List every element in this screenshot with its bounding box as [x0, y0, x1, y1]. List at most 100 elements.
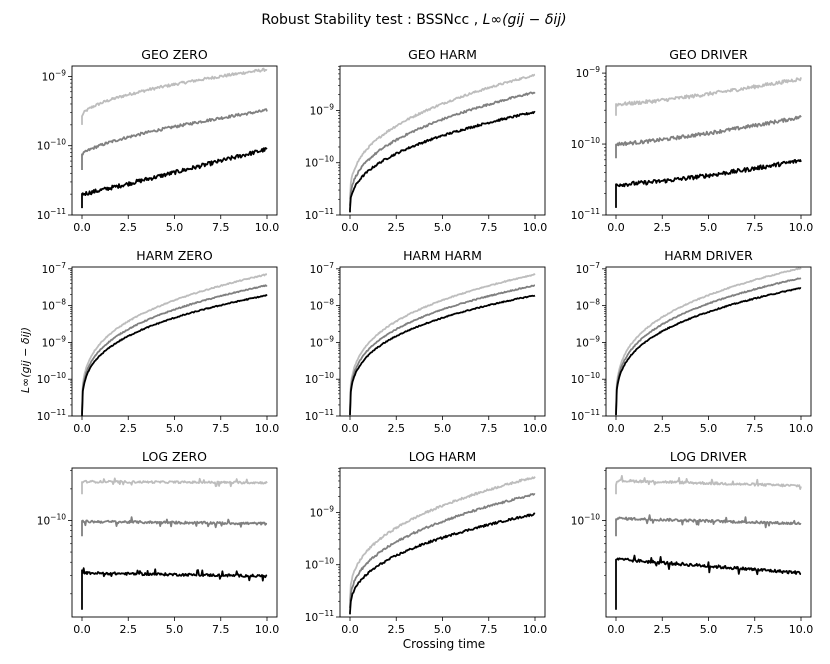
- subplot-title: HARM HARM: [403, 248, 482, 263]
- subplot: GEO HARM 0.0 2.5 5.0 7.5 10.0 10−11 10−10 10−9: [305, 47, 547, 234]
- subplot: GEO ZERO 0.0 2.5 5.0 7.5 10.0 10−11 10−10 10−9: [37, 47, 279, 234]
- series-line-light: [349, 476, 536, 602]
- x-tick-label: 5.0: [700, 422, 718, 435]
- y-tick-label: 10−7: [310, 261, 335, 276]
- y-tick-label: 10−9: [310, 102, 335, 117]
- figure-x-axis-label: Crossing time: [403, 637, 485, 651]
- axes-frame: [605, 266, 812, 417]
- y-tick-label: 10−11: [37, 408, 66, 423]
- subplot-title: GEO HARM: [408, 47, 477, 62]
- figure-title-prefix: Robust Stability test : BSSNcc ,: [261, 12, 482, 28]
- y-tick-label: 10−7: [42, 261, 67, 276]
- x-tick-label: 2.5: [654, 623, 672, 636]
- series-line-light: [81, 273, 268, 414]
- y-tick-label: 10−10: [571, 512, 600, 527]
- x-tick-label: 10.0: [789, 221, 814, 234]
- subplot-title: GEO ZERO: [141, 47, 208, 62]
- series-line-light: [349, 273, 536, 413]
- subplot: LOG DRIVER 0.0 2.5 5.0 7.5 10.0 10−10: [571, 449, 813, 636]
- series-line-light: [615, 475, 802, 495]
- x-tick-label: 2.5: [120, 221, 138, 234]
- x-tick-label: 10.0: [523, 422, 548, 435]
- x-tick-label: 0.0: [73, 623, 91, 636]
- x-tick-label: 5.0: [434, 221, 452, 234]
- y-tick-label: 10−11: [305, 609, 334, 624]
- x-tick-label: 2.5: [388, 623, 406, 636]
- y-tick-label: 10−10: [37, 371, 66, 386]
- y-tick-label: 10−9: [576, 334, 601, 349]
- y-tick-label: 10−9: [42, 334, 67, 349]
- axes-frame: [339, 467, 546, 618]
- x-tick-label: 10.0: [789, 422, 814, 435]
- subplot-title: GEO DRIVER: [669, 47, 748, 62]
- series-line-mid: [81, 284, 268, 415]
- y-tick-label: 10−8: [310, 298, 335, 313]
- series-line-mid: [615, 514, 802, 537]
- figure-y-axis-label: L∞(gij − δij): [19, 327, 32, 393]
- series-line-light: [81, 477, 268, 495]
- y-tick-label: 10−11: [305, 408, 334, 423]
- series-line-dark: [349, 110, 536, 213]
- series-line-mid: [81, 108, 268, 170]
- x-tick-label: 10.0: [523, 623, 548, 636]
- x-tick-label: 7.5: [212, 221, 230, 234]
- axes-frame: [339, 65, 546, 216]
- subplot-title: HARM ZERO: [136, 248, 213, 263]
- series-line-mid: [349, 284, 536, 415]
- subplot: HARM ZERO 0.0 2.5 5.0 7.5 10.0 10−11 10−10 10−9 1…: [37, 248, 279, 435]
- x-tick-label: 7.5: [212, 422, 230, 435]
- subplot: HARM HARM 0.0 2.5 5.0 7.5 10.0 10−11 10−10 10−9 1…: [305, 248, 547, 435]
- axes-frame: [71, 467, 278, 618]
- x-tick-label: 10.0: [255, 623, 280, 636]
- x-tick-label: 7.5: [746, 623, 764, 636]
- figure-title: Robust Stability test : BSSNcc , L∞(gij …: [261, 12, 566, 28]
- x-tick-label: 2.5: [654, 221, 672, 234]
- y-tick-label: 10−10: [305, 371, 334, 386]
- axes-frame: [71, 65, 278, 216]
- y-tick-label: 10−10: [571, 136, 600, 151]
- x-tick-label: 10.0: [255, 221, 280, 234]
- series-line-light: [81, 67, 268, 125]
- series-line-dark: [615, 287, 802, 416]
- x-tick-label: 0.0: [341, 221, 359, 234]
- y-tick-label: 10−10: [571, 371, 600, 386]
- y-tick-label: 10−11: [305, 207, 334, 222]
- series-line-dark: [81, 147, 268, 209]
- y-tick-label: 10−9: [576, 65, 601, 80]
- y-tick-label: 10−9: [310, 504, 335, 519]
- subplot-title: LOG DRIVER: [670, 449, 747, 464]
- axes-frame: [605, 65, 812, 216]
- subplot: LOG ZERO 0.0 2.5 5.0 7.5 10.0 10−10: [37, 449, 279, 636]
- x-tick-label: 0.0: [607, 422, 625, 435]
- series-line-dark: [615, 554, 802, 610]
- subplot: HARM DRIVER 0.0 2.5 5.0 7.5 10.0 10−11 10−10 10−…: [571, 248, 813, 435]
- y-tick-label: 10−9: [42, 68, 67, 83]
- x-tick-label: 5.0: [700, 221, 718, 234]
- x-tick-label: 5.0: [434, 422, 452, 435]
- x-tick-label: 0.0: [341, 422, 359, 435]
- x-tick-label: 2.5: [120, 422, 138, 435]
- x-tick-label: 7.5: [746, 221, 764, 234]
- x-tick-label: 0.0: [607, 623, 625, 636]
- x-tick-label: 2.5: [654, 422, 672, 435]
- subplot-title: LOG HARM: [409, 449, 476, 464]
- x-tick-label: 0.0: [73, 221, 91, 234]
- y-tick-label: 10−11: [37, 207, 66, 222]
- x-tick-label: 5.0: [700, 623, 718, 636]
- series-line-light: [615, 267, 802, 413]
- series-line-mid: [349, 493, 536, 609]
- subplot: GEO DRIVER 0.0 2.5 5.0 7.5 10.0 10−11 10−10 10−9: [571, 47, 813, 234]
- series-line-dark: [615, 159, 802, 208]
- y-tick-label: 10−9: [310, 334, 335, 349]
- figure-title-math: L∞(gij − δij): [483, 12, 567, 28]
- x-tick-label: 5.0: [166, 623, 184, 636]
- series-line-dark: [349, 294, 536, 416]
- x-tick-label: 7.5: [480, 623, 498, 636]
- x-tick-label: 0.0: [607, 221, 625, 234]
- y-tick-label: 10−11: [571, 207, 600, 222]
- y-tick-label: 10−11: [571, 408, 600, 423]
- series-line-mid: [349, 91, 536, 207]
- subplot-title: LOG ZERO: [142, 449, 207, 464]
